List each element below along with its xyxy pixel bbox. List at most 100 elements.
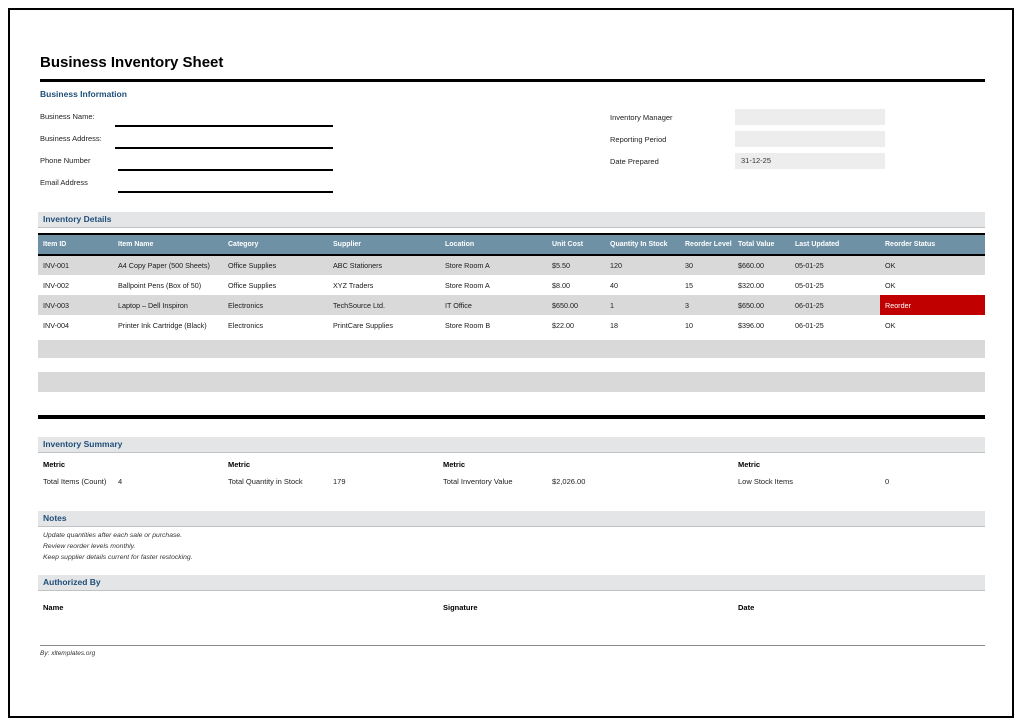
cell-reorder-level: 15 (685, 280, 693, 290)
cell-item-id: INV-002 (43, 280, 69, 290)
metric-value-total-quantity: 179 (333, 477, 346, 486)
label-phone-number: Phone Number (40, 156, 91, 165)
column-header-item-id: Item ID (38, 233, 113, 256)
label-reporting-period: Reporting Period (610, 135, 667, 144)
metric-column-header: Metric (738, 460, 761, 469)
input-phone-number[interactable] (118, 169, 333, 171)
label-inventory-manager: Inventory Manager (610, 113, 673, 122)
cell-supplier: ABC Stationers (333, 261, 383, 270)
input-email-address[interactable] (118, 191, 333, 193)
section-heading-inventory-details: Inventory Details (38, 212, 985, 228)
metric-label-total-value: Total Inventory Value (443, 477, 513, 486)
cell-category: Electronics (228, 300, 264, 310)
cell-quantity: 120 (610, 261, 622, 270)
column-header-quantity: Quantity In Stock (605, 233, 680, 256)
cell-supplier: TechSource Ltd. (333, 300, 385, 310)
column-header-category: Category (223, 233, 328, 256)
cell-location: IT Office (445, 300, 472, 310)
metric-column-header: Metric (228, 460, 251, 469)
cell-quantity: 18 (610, 320, 618, 330)
metric-label-total-items: Total Items (Count) (43, 477, 107, 486)
cell-supplier: XYZ Traders (333, 280, 374, 290)
column-header-reorder-status: Reorder Status (880, 233, 985, 256)
column-header-unit-cost: Unit Cost (547, 233, 605, 256)
inventory-table: Item ID Item Name Category Supplier Loca… (38, 233, 985, 335)
reorder-status-cell: OK (885, 320, 896, 330)
column-header-supplier: Supplier (328, 233, 440, 256)
table-row: INV-004 Printer Ink Cartridge (Black) El… (38, 315, 985, 335)
cell-category: Office Supplies (228, 280, 277, 290)
title-divider (40, 79, 985, 82)
cell-total-value: $396.00 (738, 320, 764, 330)
authorized-signature-label: Signature (443, 603, 478, 612)
cell-location: Store Room A (445, 261, 490, 270)
table-header-row: Item ID Item Name Category Supplier Loca… (38, 233, 985, 256)
input-date-prepared[interactable]: 31-12-25 (735, 153, 885, 169)
section-heading-business-information: Business Information (40, 89, 127, 99)
empty-table-row (38, 372, 985, 392)
cell-item-id: INV-003 (43, 300, 69, 310)
cell-unit-cost: $5.50 (552, 261, 570, 270)
inventory-sheet-page: Business Inventory Sheet Business Inform… (8, 8, 1014, 718)
footer-divider (40, 645, 985, 646)
column-header-location: Location (440, 233, 547, 256)
column-header-item-name: Item Name (113, 233, 223, 256)
metric-value-low-stock: 0 (885, 477, 890, 486)
cell-quantity: 1 (610, 300, 614, 310)
reorder-status-cell: OK (885, 280, 896, 290)
empty-table-row (38, 340, 985, 358)
table-bottom-divider (38, 415, 985, 419)
cell-location: Store Room B (445, 320, 491, 330)
table-row: INV-001 A4 Copy Paper (500 Sheets) Offic… (38, 255, 985, 275)
table-row: INV-003 Laptop – Dell Inspiron Electroni… (38, 295, 985, 315)
cell-last-updated: 06-01-25 (795, 320, 824, 330)
column-header-last-updated: Last Updated (790, 233, 880, 256)
cell-last-updated: 05-01-25 (795, 280, 824, 290)
metric-label-total-quantity: Total Quantity in Stock (228, 477, 303, 486)
cell-item-name: A4 Copy Paper (500 Sheets) (118, 261, 210, 270)
section-heading-inventory-summary: Inventory Summary (38, 437, 985, 453)
metric-value-total-items: 4 (118, 477, 123, 486)
cell-item-name: Printer Ink Cartridge (Black) (118, 320, 207, 330)
input-business-name[interactable] (115, 125, 333, 127)
authorized-date-label: Date (738, 603, 755, 612)
footer-credit: By: xltemplates.org (40, 650, 96, 657)
metric-column-header: Metric (443, 460, 466, 469)
input-business-address[interactable] (115, 147, 333, 149)
section-heading-authorized-by: Authorized By (38, 575, 985, 591)
input-reporting-period[interactable] (735, 131, 885, 147)
cell-supplier: PrintCare Supplies (333, 320, 393, 330)
page-title: Business Inventory Sheet (40, 54, 224, 71)
label-business-address: Business Address: (40, 134, 102, 143)
cell-reorder-level: 10 (685, 320, 693, 330)
cell-last-updated: 06-01-25 (795, 300, 824, 310)
cell-reorder-level: 3 (685, 300, 689, 310)
metric-value-total-value: $2,026.00 (552, 477, 586, 486)
label-date-prepared: Date Prepared (610, 157, 659, 166)
input-inventory-manager[interactable] (735, 109, 885, 125)
cell-item-id: INV-001 (43, 261, 69, 270)
section-heading-notes: Notes (38, 511, 985, 527)
metric-column-header: Metric (43, 460, 66, 469)
cell-total-value: $320.00 (738, 280, 764, 290)
cell-item-name: Ballpoint Pens (Box of 50) (118, 280, 202, 290)
reorder-status-cell: OK (885, 261, 896, 270)
cell-total-value: $650.00 (738, 300, 764, 310)
cell-category: Electronics (228, 320, 264, 330)
column-header-total-value: Total Value (733, 233, 790, 256)
label-business-name: Business Name: (40, 112, 95, 121)
note-line: Update quantities after each sale or pur… (43, 532, 183, 539)
reorder-status-cell: Reorder (880, 295, 985, 315)
cell-last-updated: 05-01-25 (795, 261, 824, 270)
label-email-address: Email Address (40, 178, 88, 187)
cell-total-value: $660.00 (738, 261, 764, 270)
cell-reorder-level: 30 (685, 261, 693, 270)
cell-category: Office Supplies (228, 261, 277, 270)
metric-label-low-stock: Low Stock Items (738, 477, 794, 486)
cell-item-name: Laptop – Dell Inspiron (118, 300, 188, 310)
cell-unit-cost: $650.00 (552, 300, 578, 310)
authorized-name-label: Name (43, 603, 64, 612)
cell-quantity: 40 (610, 280, 618, 290)
column-header-reorder-level: Reorder Level (680, 233, 733, 256)
cell-item-id: INV-004 (43, 320, 69, 330)
